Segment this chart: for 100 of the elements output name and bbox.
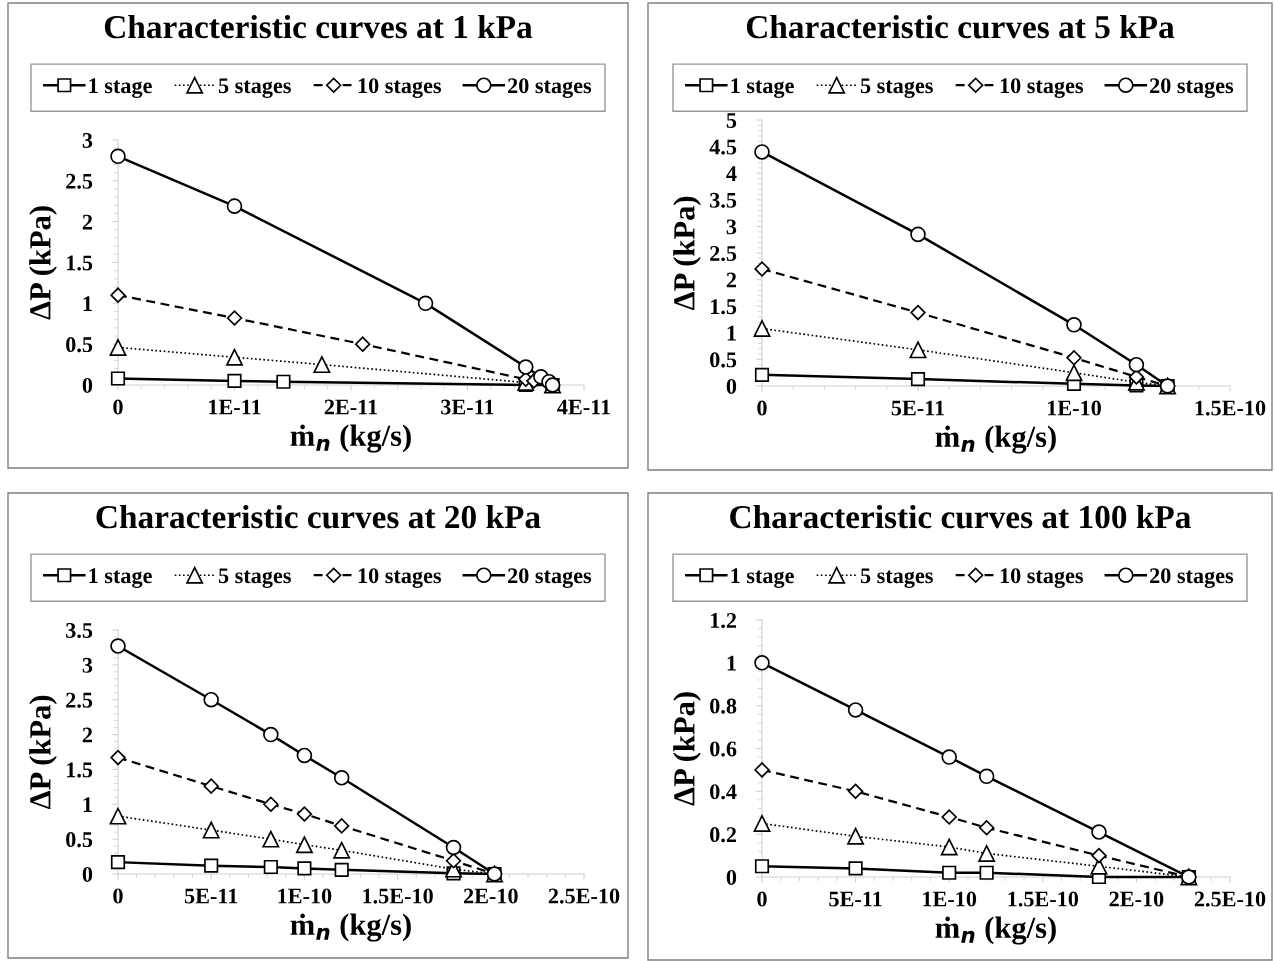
point	[847, 783, 864, 800]
x-tick-label: 1.5E-10	[1008, 891, 1079, 907]
y-tick-label: 2	[726, 272, 737, 288]
legend-label: 5 stages	[218, 78, 291, 98]
y-tick-label: 0	[82, 866, 93, 882]
point	[297, 861, 312, 876]
y-tick-label: 1	[83, 797, 92, 812]
legend-label: 10 stages	[358, 78, 442, 98]
point	[1128, 356, 1145, 373]
y-tick-label: 2.5	[66, 692, 93, 708]
y-tick-label: 0.8	[710, 698, 737, 714]
legend-label: 5 stages	[218, 568, 291, 588]
legend-label: 1 stage	[89, 568, 152, 588]
point	[910, 226, 926, 243]
point	[354, 336, 371, 352]
legend-label: 10 stages	[1000, 78, 1084, 98]
point	[109, 338, 127, 356]
y-tick-label: 3	[82, 132, 93, 148]
point	[979, 865, 994, 880]
point	[754, 762, 770, 778]
legend-label: 20 stages	[508, 78, 592, 98]
x-axis-title: ṁ$_{n}$ (kg/s)	[290, 913, 411, 942]
x-tick-label: 5E-11	[829, 891, 882, 907]
y-tick-label: 1	[727, 655, 736, 671]
point	[1091, 824, 1107, 840]
y-tick-label: 0.2	[710, 827, 737, 843]
point	[110, 638, 126, 654]
y-tick-label: 1	[83, 296, 92, 312]
point	[296, 806, 313, 822]
point	[1091, 847, 1107, 864]
point	[940, 838, 958, 856]
y-tick-label: 4	[726, 166, 737, 181]
point	[754, 367, 770, 382]
point	[417, 295, 434, 312]
legend-label: 20 stages	[1150, 568, 1234, 588]
legend-label: 1 stage	[731, 78, 794, 98]
y-tick-label: 2	[82, 214, 93, 230]
point	[978, 768, 995, 785]
x-tick-label: 1E-10	[278, 888, 332, 904]
point	[203, 778, 219, 794]
point	[517, 359, 534, 375]
x-tick-label: 5E-11	[891, 400, 945, 416]
y-tick-label: 0	[82, 377, 93, 393]
y-tick-label: 4.5	[709, 139, 737, 155]
point	[910, 371, 926, 387]
point	[296, 747, 313, 764]
y-axis-title: ΔP (kPa)	[29, 695, 57, 810]
y-tick-label: 0.5	[710, 352, 737, 368]
x-tick-label: 0	[113, 399, 123, 415]
legend-label: 20 stages	[508, 568, 592, 588]
point	[942, 865, 957, 880]
y-axis-title: ΔP (kPa)	[29, 206, 57, 320]
x-tick-label: 1.5E-10	[1195, 400, 1266, 416]
x-axis-title: ṁ$_{n}$ (kg/s)	[935, 916, 1056, 945]
point	[262, 830, 280, 848]
point	[978, 844, 996, 862]
point	[110, 855, 126, 870]
point	[753, 814, 771, 832]
y-tick-label: 0.5	[66, 337, 93, 353]
point	[978, 820, 995, 836]
point	[754, 144, 770, 160]
x-tick-label: 4E-11	[557, 399, 611, 415]
point	[333, 770, 350, 786]
y-tick-label: 0.5	[66, 832, 93, 848]
point	[941, 749, 957, 765]
x-tick-label: 2.5E-10	[548, 888, 620, 904]
x-tick-label: 2.5E-10	[1194, 891, 1266, 907]
point	[263, 859, 278, 875]
y-tick-label: 1	[727, 325, 736, 341]
point	[110, 371, 126, 386]
point	[910, 304, 926, 321]
point	[110, 287, 126, 303]
legend-label: 20 stages	[1150, 78, 1234, 98]
y-tick-label: 3.5	[66, 622, 93, 639]
point	[1066, 350, 1082, 366]
point	[847, 827, 865, 845]
y-tick-label: 1.2	[711, 612, 737, 629]
point	[226, 348, 243, 366]
legend-label: 5 stages	[860, 568, 933, 588]
point	[202, 821, 220, 839]
x-tick-label: 1.5E-10	[363, 888, 433, 904]
point	[445, 839, 462, 856]
point	[227, 373, 242, 389]
point	[204, 858, 219, 873]
y-tick-label: 1.5	[67, 255, 93, 271]
point	[263, 726, 279, 743]
y-tick-label: 0.4	[710, 784, 737, 800]
point	[848, 861, 863, 876]
legend-label: 5 stages	[860, 78, 933, 98]
x-tick-label: 5E-11	[184, 888, 238, 904]
point	[295, 836, 313, 854]
y-tick-label: 0.6	[710, 741, 737, 757]
y-axis-title: ΔP (kPa)	[673, 692, 701, 806]
y-tick-label: 2	[82, 727, 93, 743]
point	[276, 374, 291, 389]
x-tick-label: 3E-11	[441, 399, 494, 415]
legend-label: 1 stage	[89, 78, 152, 98]
x-tick-label: 2E-10	[463, 888, 518, 904]
x-tick-label: 1E-11	[209, 399, 261, 415]
legend-label: 1 stage	[731, 568, 794, 588]
